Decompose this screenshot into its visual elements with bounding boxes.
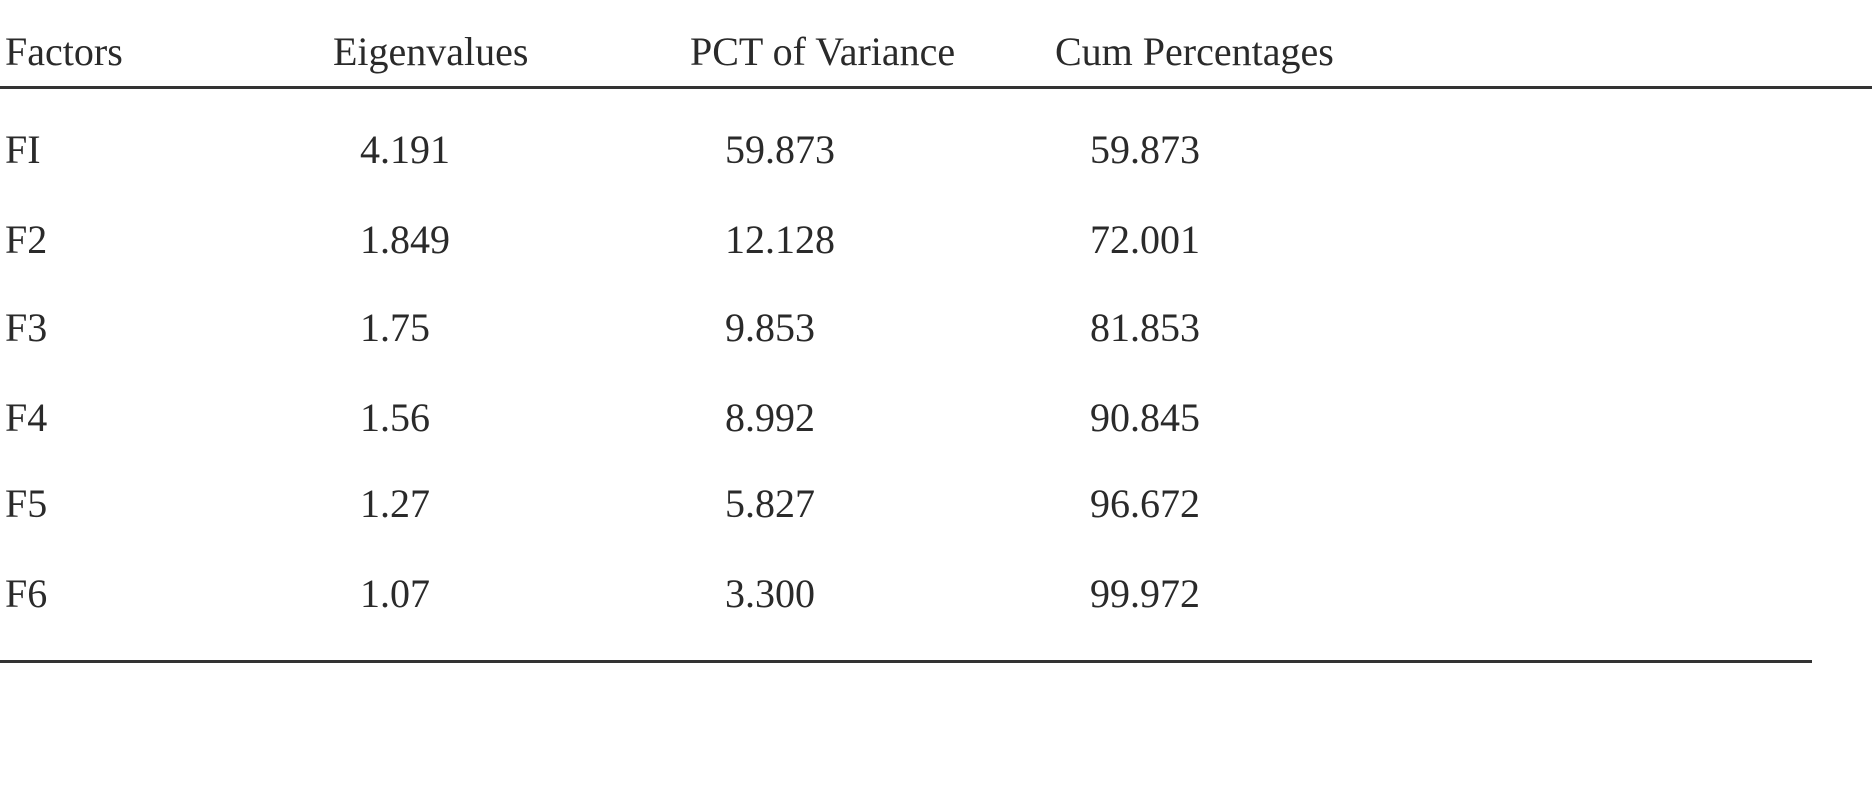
table-cell: 99.972 [1090,571,1200,616]
header-cell: Eigenvalues [333,29,529,74]
bottom-rule [0,660,1812,663]
table-cell: 12.128 [725,217,835,262]
table-cell: 72.001 [1090,217,1200,262]
table-cell: 4.191 [360,127,450,172]
table-cell: 90.845 [1090,395,1200,440]
row-label: F4 [5,395,48,440]
header-cell: Factors [5,29,123,74]
table-cell: 96.672 [1090,481,1200,526]
table-cell: 81.853 [1090,305,1200,350]
table-cell: 5.827 [725,481,815,526]
header-rule [0,86,1872,89]
row-label: F2 [5,217,48,262]
table-cell: 3.300 [725,571,815,616]
row-label: F3 [5,305,48,350]
table-cell: 1.849 [360,217,450,262]
table-cell: 1.56 [360,395,430,440]
table-cell: 8.992 [725,395,815,440]
table-cell: 1.75 [360,305,430,350]
row-label: F5 [5,481,48,526]
table-cell: 1.27 [360,481,430,526]
table-cell: 59.873 [725,127,835,172]
table-cell: 1.07 [360,571,430,616]
row-label: F6 [5,571,48,616]
table-cell: 59.873 [1090,127,1200,172]
header-cell: PCT of Variance [690,29,956,74]
table-cell: 9.853 [725,305,815,350]
row-label: FI [5,127,41,172]
header-cell: Cum Percentages [1055,29,1334,74]
